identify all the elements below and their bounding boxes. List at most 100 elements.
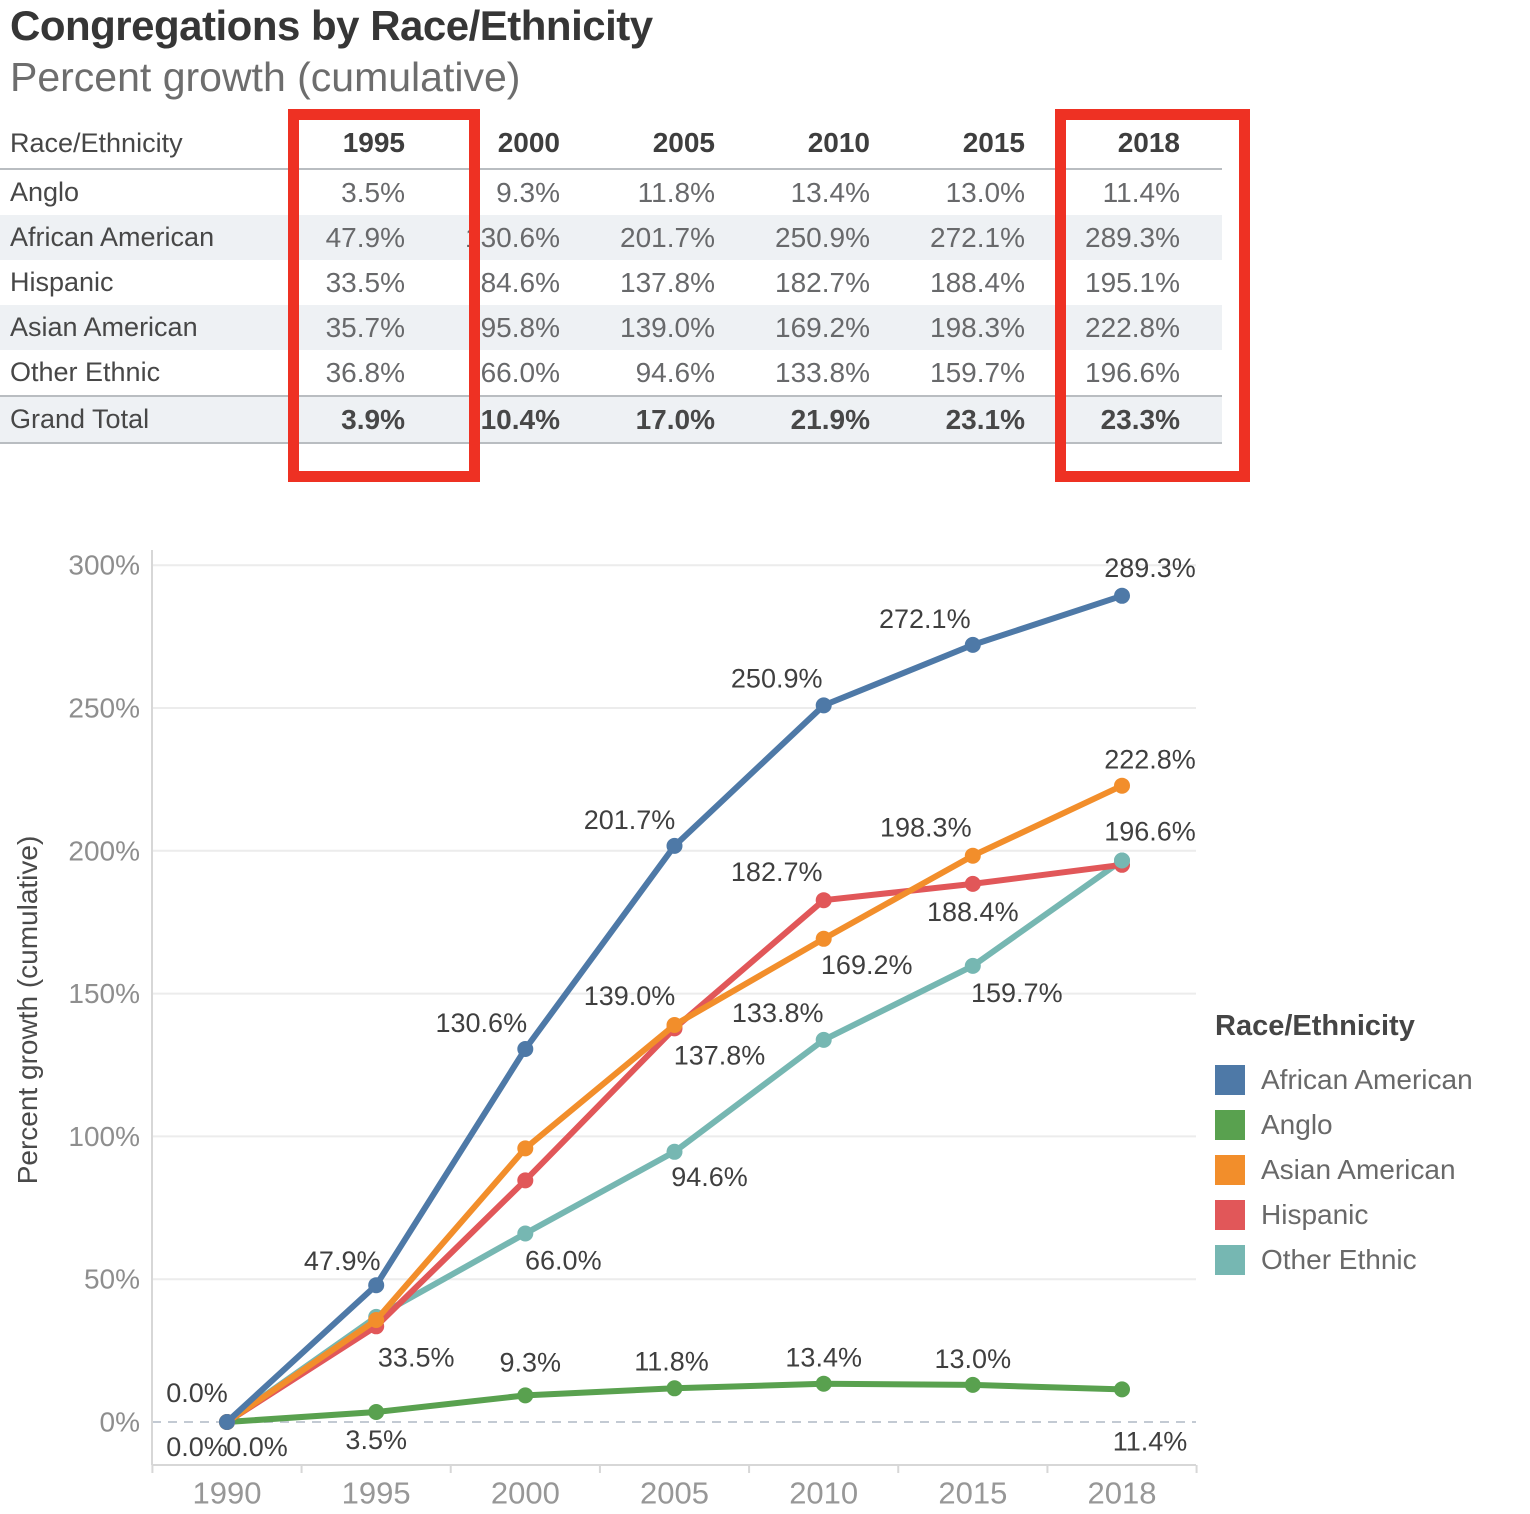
cell-grand-total-2018[interactable]: 23.3%	[1067, 395, 1222, 444]
cell-anglo-2010[interactable]: 13.4%	[790, 176, 870, 208]
cell-other-ethnic-1995[interactable]: 36.8%	[325, 356, 405, 388]
cell-other-ethnic-2015[interactable]: 159.7%	[930, 356, 1025, 388]
cell-anglo-2015[interactable]: 13.0%	[945, 176, 1025, 208]
cell-anglo-1995[interactable]: 3.5%	[341, 176, 405, 208]
cell-other-ethnic-2010[interactable]: 133.8%	[775, 356, 870, 388]
cell-hispanic-2010[interactable]: 182.7%	[775, 266, 870, 298]
cell-grand-total-2015[interactable]: 23.1%	[912, 395, 1067, 444]
cell-other-ethnic-2018[interactable]: 196.6%	[1085, 356, 1180, 388]
data-point-hispanic-2015[interactable]	[964, 875, 981, 892]
cell-african-american-2015[interactable]: 272.1%	[930, 221, 1025, 253]
row-label-anglo[interactable]: Anglo	[10, 177, 80, 207]
cell-anglo-2000[interactable]: 9.3%	[496, 176, 560, 208]
data-label-african-american-2018: 289.3%	[1104, 553, 1196, 583]
data-point-african-american-2018[interactable]	[1114, 587, 1130, 604]
data-label-anglo-2010: 13.4%	[785, 1343, 862, 1373]
column-header-2005[interactable]: 2005	[602, 118, 757, 170]
y-tick-label-0%: 0%	[100, 1407, 140, 1438]
data-point-anglo-1995[interactable]	[368, 1404, 385, 1420]
data-point-african-american-2015[interactable]	[964, 636, 981, 653]
data-point-hispanic-2010[interactable]	[815, 892, 832, 909]
data-label-african-american-1990: 0.0%	[166, 1378, 228, 1408]
cell-african-american-1995[interactable]: 47.9%	[325, 221, 405, 253]
data-point-other-ethnic-2010[interactable]	[815, 1031, 832, 1048]
cell-grand-total-2000[interactable]: 10.4%	[447, 395, 602, 444]
cell-asian-american-2018[interactable]: 222.8%	[1085, 311, 1180, 343]
cell-anglo-2005[interactable]: 11.8%	[637, 176, 715, 208]
data-label-asian-american-2005: 139.0%	[584, 981, 676, 1011]
cell-asian-american-1995[interactable]: 35.7%	[325, 311, 405, 343]
column-header-race-ethnicity[interactable]: Race/Ethnicity	[0, 118, 292, 170]
data-point-asian-american-2005[interactable]	[666, 1017, 683, 1033]
cell-hispanic-2015[interactable]: 188.4%	[930, 266, 1025, 298]
legend-item-hispanic[interactable]: Hispanic	[1215, 1192, 1473, 1237]
legend-item-african-american[interactable]: African American	[1215, 1057, 1473, 1102]
y-tick-label-50%: 50%	[84, 1264, 140, 1295]
row-label-african-american[interactable]: African American	[10, 222, 215, 252]
legend-swatch-other-ethnic	[1215, 1244, 1245, 1275]
column-header-2000[interactable]: 2000	[447, 118, 602, 170]
x-tick-label-2015: 2015	[938, 1476, 1007, 1511]
row-label-hispanic[interactable]: Hispanic	[10, 267, 114, 297]
data-point-asian-american-2015[interactable]	[964, 847, 981, 864]
data-point-asian-american-2000[interactable]	[517, 1140, 534, 1157]
row-label-grand-total[interactable]: Grand Total	[0, 395, 292, 444]
row-label-other-ethnic[interactable]: Other Ethnic	[10, 357, 161, 387]
cell-asian-american-2005[interactable]: 139.0%	[620, 311, 715, 343]
cell-hispanic-1995[interactable]: 33.5%	[325, 266, 405, 298]
data-point-anglo-2005[interactable]	[666, 1380, 683, 1397]
row-label-asian-american[interactable]: Asian American	[10, 312, 198, 342]
cell-grand-total-2005[interactable]: 17.0%	[602, 395, 757, 444]
series-line-hispanic[interactable]	[224, 861, 1125, 1425]
data-point-other-ethnic-2000[interactable]	[517, 1225, 534, 1242]
cell-african-american-2018[interactable]: 289.3%	[1085, 221, 1180, 253]
cell-hispanic-2005[interactable]: 137.8%	[620, 266, 715, 298]
cell-hispanic-2018[interactable]: 195.1%	[1085, 266, 1180, 298]
legend-swatch-asian-american	[1215, 1154, 1245, 1185]
data-point-african-american-1990[interactable]	[219, 1414, 235, 1430]
data-point-anglo-2010[interactable]	[815, 1375, 832, 1392]
legend-item-other-ethnic[interactable]: Other Ethnic	[1215, 1237, 1473, 1282]
cell-african-american-2000[interactable]: 130.6%	[465, 221, 560, 253]
data-point-african-american-1995[interactable]	[368, 1277, 385, 1294]
column-header-1995[interactable]: 1995	[292, 118, 447, 170]
data-point-african-american-2005[interactable]	[666, 837, 683, 854]
legend-item-anglo[interactable]: Anglo	[1215, 1102, 1473, 1147]
legend-items: African American Anglo Asian American Hispa…	[1215, 1057, 1473, 1282]
data-point-asian-american-2018[interactable]	[1114, 777, 1130, 794]
data-point-african-american-2010[interactable]	[815, 697, 832, 714]
cell-grand-total-2010[interactable]: 21.9%	[757, 395, 912, 444]
data-point-anglo-2015[interactable]	[964, 1376, 981, 1393]
cell-anglo-2018[interactable]: 11.4%	[1102, 176, 1180, 208]
data-label-other-ethnic-2010: 133.8%	[732, 998, 824, 1028]
growth-table: Race/Ethnicity 1995 2000 2005 2010 2015 2018 An…	[0, 118, 1222, 444]
legend-item-asian-american[interactable]: Asian American	[1215, 1147, 1473, 1192]
cell-hispanic-2000[interactable]: 84.6%	[480, 266, 560, 298]
table-row-other-ethnic: Other Ethnic 36.8% 66.0% 94.6% 133.8% 159.7% 1…	[0, 350, 1222, 396]
cell-grand-total-1995[interactable]: 3.9%	[292, 395, 447, 444]
data-point-other-ethnic-2015[interactable]	[964, 957, 981, 974]
x-tick-label-1990: 1990	[193, 1476, 262, 1511]
data-point-asian-american-1995[interactable]	[368, 1312, 385, 1328]
cell-other-ethnic-2005[interactable]: 94.6%	[635, 356, 715, 388]
cell-other-ethnic-2000[interactable]: 66.0%	[480, 356, 560, 388]
cell-asian-american-2010[interactable]: 169.2%	[775, 311, 870, 343]
data-point-other-ethnic-2005[interactable]	[666, 1143, 683, 1160]
data-label-other-ethnic-2000: 66.0%	[525, 1246, 602, 1276]
column-header-2010[interactable]: 2010	[757, 118, 912, 170]
legend-swatch-african-american	[1215, 1064, 1245, 1095]
data-point-other-ethnic-2018-front[interactable]	[1114, 852, 1130, 869]
column-header-2018[interactable]: 2018	[1067, 118, 1222, 170]
data-point-asian-american-2010[interactable]	[815, 930, 832, 947]
column-header-2015[interactable]: 2015	[912, 118, 1067, 170]
cell-asian-american-2015[interactable]: 198.3%	[930, 311, 1025, 343]
data-point-anglo-2000[interactable]	[517, 1387, 534, 1404]
cell-asian-american-2000[interactable]: 95.8%	[480, 311, 560, 343]
cell-african-american-2005[interactable]: 201.7%	[620, 221, 715, 253]
data-point-hispanic-2000[interactable]	[517, 1172, 534, 1189]
cell-african-american-2010[interactable]: 250.9%	[775, 221, 870, 253]
data-point-anglo-2018[interactable]	[1114, 1381, 1130, 1398]
data-label-hispanic-2015: 188.4%	[927, 897, 1019, 927]
data-label-asian-american-2018: 222.8%	[1104, 745, 1196, 775]
data-point-african-american-2000[interactable]	[517, 1041, 534, 1057]
